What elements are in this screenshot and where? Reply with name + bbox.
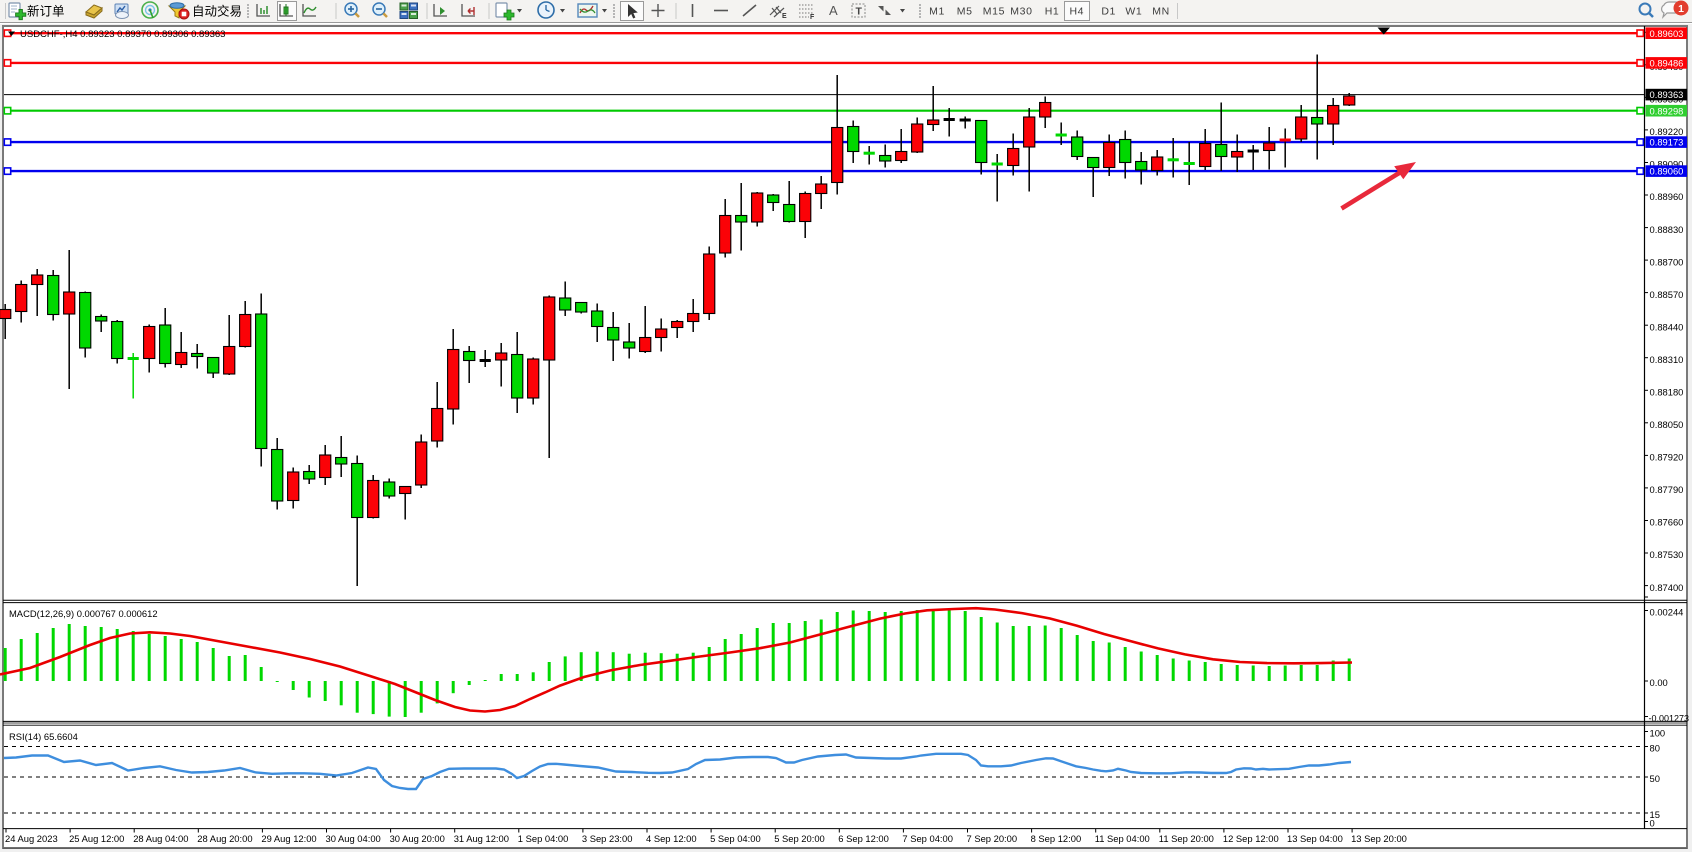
svg-text:13 Sep 20:00: 13 Sep 20:00 (1351, 833, 1407, 844)
svg-text:RSI(14) 65.6604: RSI(14) 65.6604 (9, 731, 78, 742)
svg-text:13 Sep 04:00: 13 Sep 04:00 (1287, 833, 1343, 844)
svg-text:11 Sep 04:00: 11 Sep 04:00 (1095, 833, 1150, 844)
svg-text:0.88310: 0.88310 (1650, 354, 1684, 365)
svg-text:6 Sep 12:00: 6 Sep 12:00 (838, 833, 889, 844)
svg-text:0.89363: 0.89363 (1650, 89, 1684, 100)
svg-text:30 Aug 20:00: 30 Aug 20:00 (390, 833, 445, 844)
svg-text:1 Sep 04:00: 1 Sep 04:00 (518, 833, 569, 844)
svg-text:H4: H4 (1069, 6, 1084, 18)
svg-text:F: F (810, 14, 815, 21)
svg-text:28 Aug 04:00: 28 Aug 04:00 (133, 833, 188, 844)
svg-text:0.89220: 0.89220 (1650, 126, 1684, 137)
svg-text:24 Aug 2023: 24 Aug 2023 (5, 833, 58, 844)
svg-text:100: 100 (1650, 728, 1666, 739)
svg-text:0.88570: 0.88570 (1650, 289, 1684, 300)
svg-text:MN: MN (1152, 6, 1170, 18)
svg-text:0.89603: 0.89603 (1650, 28, 1684, 39)
svg-text:M1: M1 (929, 6, 945, 18)
svg-text:0.87790: 0.87790 (1650, 484, 1684, 495)
svg-text:30 Aug 04:00: 30 Aug 04:00 (326, 833, 381, 844)
svg-text:4 Sep 12:00: 4 Sep 12:00 (646, 833, 697, 844)
svg-text:0: 0 (1650, 818, 1655, 829)
svg-text:W1: W1 (1125, 6, 1142, 18)
svg-text:8 Sep 12:00: 8 Sep 12:00 (1031, 833, 1082, 844)
svg-text:新订单: 新订单 (27, 4, 65, 19)
svg-text:80: 80 (1650, 743, 1660, 754)
svg-text:5 Sep 20:00: 5 Sep 20:00 (774, 833, 825, 844)
svg-text:0.89090: 0.89090 (1650, 159, 1684, 170)
svg-text:31 Aug 12:00: 31 Aug 12:00 (454, 833, 509, 844)
svg-text:28 Aug 20:00: 28 Aug 20:00 (197, 833, 252, 844)
svg-text:0.88180: 0.88180 (1650, 387, 1684, 398)
svg-text:H1: H1 (1045, 6, 1060, 18)
svg-text:7 Sep 20:00: 7 Sep 20:00 (967, 833, 1018, 844)
svg-text:M5: M5 (957, 6, 973, 18)
svg-text:0.89298: 0.89298 (1650, 105, 1684, 116)
svg-text:29 Aug 12:00: 29 Aug 12:00 (261, 833, 316, 844)
svg-text:0.87920: 0.87920 (1650, 452, 1684, 463)
svg-text:0.88830: 0.88830 (1650, 224, 1684, 235)
svg-text:M15: M15 (983, 6, 1005, 18)
svg-text:0.89060: 0.89060 (1650, 166, 1684, 177)
svg-text:E: E (782, 13, 787, 20)
svg-text:T: T (856, 6, 863, 18)
svg-text:0.88960: 0.88960 (1650, 191, 1684, 202)
svg-text:0.88700: 0.88700 (1650, 256, 1684, 267)
svg-text:0.87400: 0.87400 (1650, 582, 1684, 593)
svg-text:7 Sep 04:00: 7 Sep 04:00 (902, 833, 953, 844)
svg-text:USDCHF-,H4 0.89323 0.89370 0.: USDCHF-,H4 0.89323 0.89370 0.89306 0.893… (20, 29, 225, 40)
svg-text:12 Sep 12:00: 12 Sep 12:00 (1223, 833, 1279, 844)
svg-text:自动交易: 自动交易 (192, 4, 242, 19)
svg-text:5 Sep 04:00: 5 Sep 04:00 (710, 833, 761, 844)
svg-text:11 Sep 20:00: 11 Sep 20:00 (1159, 833, 1214, 844)
svg-text:0.89486: 0.89486 (1650, 58, 1684, 69)
svg-text:-0.001273: -0.001273 (1649, 714, 1690, 724)
svg-text:3 Sep 23:00: 3 Sep 23:00 (582, 833, 633, 844)
svg-text:25 Aug 12:00: 25 Aug 12:00 (69, 833, 124, 844)
svg-text:0.00: 0.00 (1650, 677, 1668, 688)
svg-text:0.87660: 0.87660 (1650, 517, 1684, 528)
svg-text:50: 50 (1650, 773, 1660, 784)
svg-text:0.00244: 0.00244 (1650, 607, 1684, 618)
svg-text:0.89173: 0.89173 (1650, 137, 1684, 148)
svg-text:1: 1 (1678, 3, 1684, 15)
svg-text:D1: D1 (1101, 6, 1116, 18)
svg-text:0.88440: 0.88440 (1650, 321, 1684, 332)
svg-text:MACD(12,26,9) 0.000767 0.00061: MACD(12,26,9) 0.000767 0.000612 (9, 608, 158, 619)
svg-text:0.87530: 0.87530 (1650, 549, 1684, 560)
svg-text:A: A (829, 3, 838, 18)
svg-text:0.88050: 0.88050 (1650, 419, 1684, 430)
svg-text:15: 15 (1650, 809, 1660, 820)
svg-text:M30: M30 (1010, 6, 1032, 18)
